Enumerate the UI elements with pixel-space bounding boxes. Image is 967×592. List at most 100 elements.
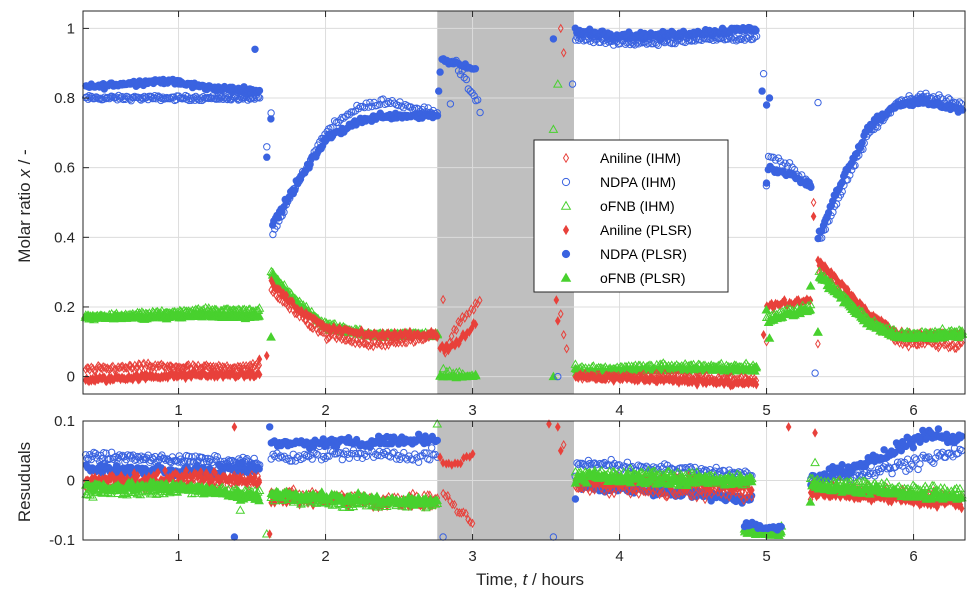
- data-point: [629, 485, 636, 495]
- data-point: [591, 485, 598, 495]
- data-point: [552, 79, 563, 88]
- data-point: [458, 67, 466, 75]
- x-tick-label: 2: [321, 402, 329, 419]
- data-point: [553, 295, 560, 305]
- data-point: [153, 362, 160, 373]
- data-point: [718, 489, 725, 499]
- data-point: [606, 489, 613, 499]
- data-point: [758, 87, 766, 95]
- data-point: [307, 321, 313, 332]
- data-point: [462, 75, 471, 84]
- data-point: [291, 186, 299, 194]
- data-point: [356, 102, 365, 111]
- data-point: [601, 39, 610, 47]
- y-tick-label: 0.8: [54, 90, 75, 107]
- data-point: [472, 319, 479, 330]
- x-tick-label: 5: [762, 402, 770, 419]
- data-point: [805, 281, 816, 290]
- data-point: [256, 360, 263, 370]
- data-point: [433, 436, 441, 445]
- data-point: [810, 197, 817, 208]
- data-point: [184, 360, 191, 371]
- data-point: [711, 485, 718, 496]
- x-tick-label: 3: [468, 402, 476, 419]
- data-point: [671, 489, 677, 499]
- data-point: [368, 102, 376, 111]
- data-point: [385, 340, 392, 350]
- data-point: [957, 337, 964, 348]
- data-point: [749, 485, 755, 495]
- data-point: [748, 492, 755, 502]
- data-point: [470, 370, 481, 380]
- data-point: [644, 39, 653, 47]
- data-point: [765, 94, 774, 102]
- data-point: [463, 508, 469, 519]
- data-point: [549, 35, 558, 43]
- y-tick-label: 0: [67, 369, 75, 386]
- data-point: [362, 452, 371, 460]
- data-point: [379, 448, 387, 457]
- data-point: [167, 361, 173, 371]
- data-point: [326, 332, 333, 342]
- data-point: [563, 343, 570, 354]
- data-point: [310, 323, 316, 334]
- data-point: [778, 161, 787, 170]
- data-point: [88, 362, 95, 372]
- data-point: [637, 484, 643, 495]
- data-point: [658, 358, 669, 367]
- data-point: [811, 369, 819, 377]
- data-point: [741, 467, 749, 475]
- x-tick-label: 6: [909, 402, 917, 419]
- data-point: [104, 363, 111, 373]
- data-point: [436, 68, 444, 76]
- data-point: [312, 450, 320, 458]
- data-point: [439, 340, 445, 351]
- x-tick-label: 4: [615, 402, 623, 419]
- data-point: [255, 86, 264, 95]
- data-point: [263, 143, 271, 151]
- data-point: [435, 87, 443, 95]
- data-point: [456, 507, 463, 518]
- data-point: [402, 337, 408, 348]
- data-point: [440, 488, 446, 499]
- y-tick-label: 0.6: [54, 160, 75, 177]
- data-point: [155, 467, 161, 478]
- data-point: [958, 106, 967, 114]
- data-point: [83, 93, 91, 101]
- data-point: [469, 449, 476, 459]
- data-point: [302, 451, 311, 460]
- data-point: [165, 486, 175, 496]
- data-point: [126, 360, 133, 371]
- data-point: [560, 47, 567, 58]
- data-point: [470, 305, 477, 315]
- y-tick-label: 0.2: [54, 299, 75, 316]
- data-point: [650, 487, 656, 498]
- data-point: [398, 102, 406, 110]
- data-point: [84, 363, 91, 373]
- data-point: [292, 308, 298, 319]
- data-point: [574, 460, 583, 469]
- data-point: [175, 452, 184, 460]
- data-point: [407, 326, 413, 337]
- data-point: [263, 350, 270, 361]
- data-point: [762, 101, 771, 109]
- data-point: [858, 138, 866, 147]
- data-point: [468, 323, 475, 334]
- data-point: [706, 484, 713, 495]
- data-point: [340, 114, 348, 122]
- data-point: [762, 179, 771, 187]
- data-point: [625, 463, 636, 473]
- data-point: [204, 470, 211, 480]
- top-tick-labels: 1 2 3 4 5 600.20.40.60.81: [54, 11, 918, 419]
- data-point: [274, 214, 282, 222]
- data-point: [254, 311, 265, 320]
- data-point: [596, 459, 604, 468]
- data-point: [624, 486, 630, 496]
- data-point: [838, 178, 846, 187]
- data-point: [554, 316, 561, 326]
- data-point: [806, 181, 815, 190]
- data-point: [254, 485, 265, 494]
- data-point: [93, 363, 100, 373]
- data-point: [724, 35, 732, 43]
- data-point: [426, 456, 434, 464]
